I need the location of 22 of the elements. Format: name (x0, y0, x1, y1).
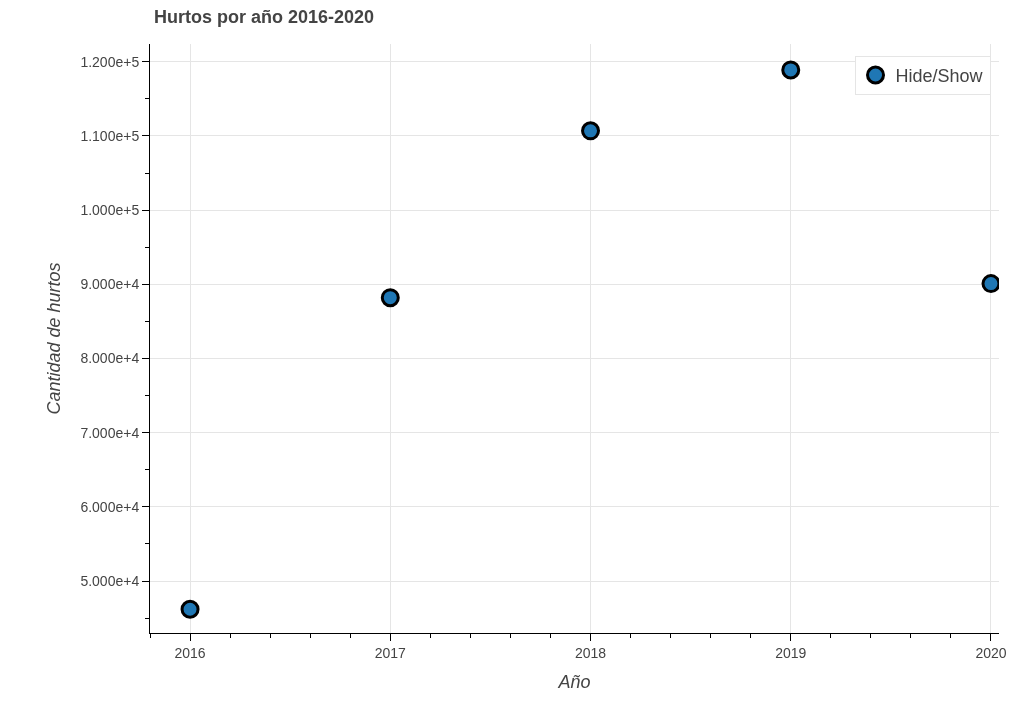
y-tick-label: 1.200e+5 (80, 53, 140, 70)
x-tick-label: 2018 (574, 644, 607, 661)
point (581, 121, 601, 141)
y-tick-label: 5.000e+4 (80, 572, 140, 589)
x-tick-label: 2019 (775, 644, 807, 661)
y-tick-label: 1.100e+5 (80, 127, 140, 144)
point (781, 60, 801, 80)
x-tick-label: 2017 (374, 644, 407, 661)
y-axis-title: Cantidad de hurtos (43, 262, 64, 415)
y-tick-label: 7.000e+4 (80, 424, 140, 441)
y-tick-label: 6.000e+4 (80, 498, 140, 515)
point (981, 274, 999, 294)
y-tick-label: 9.000e+4 (80, 276, 140, 293)
legend-label: Hide/Show (895, 66, 984, 86)
y-tick-label: 1.000e+5 (80, 202, 140, 219)
x-tick-label: 2020 (975, 644, 1007, 661)
y-tick-label: 8.000e+4 (80, 350, 140, 367)
chart-title: Hurtos por año 2016-2020 (154, 7, 375, 28)
point (380, 288, 400, 308)
point (180, 599, 200, 619)
x-axis-title: Año (557, 671, 591, 692)
x-tick-label: 2016 (174, 644, 206, 661)
